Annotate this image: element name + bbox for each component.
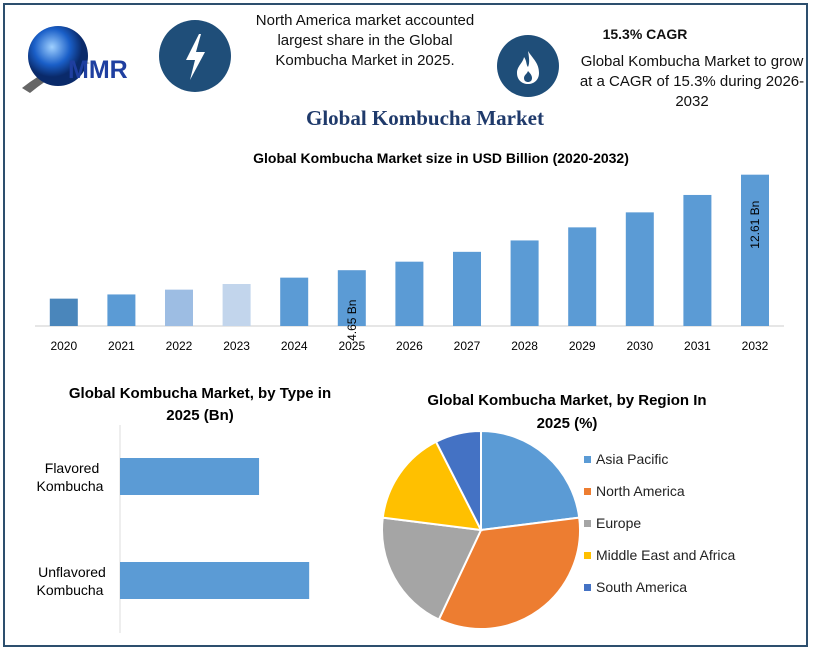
category-label: Kombucha xyxy=(37,478,104,494)
chart-title-line2: 2025 (Bn) xyxy=(166,407,234,424)
logo-text: MMR xyxy=(68,56,128,84)
legend-swatch xyxy=(584,584,591,591)
data-label-2025: 4.65 Bn xyxy=(345,300,359,341)
chart-title: Global Kombucha Market size in USD Billi… xyxy=(253,150,629,166)
bar-2027 xyxy=(453,251,481,326)
flame-icon xyxy=(497,35,559,97)
chart-title-line1: Global Kombucha Market, by Type in xyxy=(69,385,331,402)
north-america-note: North America market accounted largest s… xyxy=(255,12,475,69)
category-label: Flavored xyxy=(45,460,99,476)
legend-label: Middle East and Africa xyxy=(596,547,736,563)
bar-2030 xyxy=(625,212,654,326)
tick-label-2031: 2031 xyxy=(684,339,711,353)
lightning-bolt-icon xyxy=(159,20,231,92)
legend-swatch xyxy=(584,520,591,527)
legend-label: Asia Pacific xyxy=(596,451,668,467)
bar-2024 xyxy=(280,277,309,326)
tick-label-2022: 2022 xyxy=(166,339,193,353)
tick-label-2024: 2024 xyxy=(281,339,308,353)
pie-slice-europe xyxy=(381,516,483,621)
tick-label-2028: 2028 xyxy=(511,339,538,353)
bar-unflavored-kombucha xyxy=(120,562,310,599)
main-title: Global Kombucha Market xyxy=(305,106,544,130)
tick-label-2026: 2026 xyxy=(396,339,423,353)
chart-title-line2: 2025 (%) xyxy=(537,415,598,432)
bar-2022 xyxy=(165,289,193,326)
legend-label: South America xyxy=(596,579,687,595)
tick-label-2020: 2020 xyxy=(50,339,77,353)
tick-label-2025: 2025 xyxy=(338,339,365,353)
bar-2031 xyxy=(683,194,712,326)
tick-label-2032: 2032 xyxy=(742,339,769,353)
bar-2029 xyxy=(568,227,597,326)
region-chart: Global Kombucha Market, by Region In 2025… xyxy=(381,392,736,630)
bar-2025 xyxy=(337,270,366,326)
category-label: Kombucha xyxy=(37,582,104,598)
frame-border xyxy=(3,3,808,647)
mmr-logo: MMR xyxy=(22,26,128,93)
bar-2023 xyxy=(222,284,251,326)
category-label: Unflavored xyxy=(38,564,106,580)
pie-slice-middle-east-and-africa xyxy=(381,440,483,532)
market-size-chart: Global Kombucha Market size in USD Billi… xyxy=(35,150,784,353)
bar-2020 xyxy=(49,298,78,326)
legend-swatch xyxy=(584,552,591,559)
legend-swatch xyxy=(584,456,591,463)
cagr-note: Global Kombucha Market to grow at a CAGR… xyxy=(579,53,805,110)
tick-label-2027: 2027 xyxy=(454,339,481,353)
tick-label-2029: 2029 xyxy=(569,339,596,353)
cagr-label: 15.3% CAGR xyxy=(602,26,688,42)
bar-2026 xyxy=(395,261,424,326)
pie-slice-asia-pacific xyxy=(480,429,581,532)
legend-label: Europe xyxy=(596,515,641,531)
tick-label-2030: 2030 xyxy=(626,339,653,353)
legend-label: North America xyxy=(596,483,685,499)
legend-swatch xyxy=(584,488,591,495)
chart-title-line1: Global Kombucha Market, by Region In xyxy=(427,392,706,409)
bar-2028 xyxy=(510,240,539,326)
type-chart: Global Kombucha Market, by Type in 2025 (… xyxy=(37,385,331,633)
tick-label-2021: 2021 xyxy=(108,339,135,353)
bar-2032 xyxy=(741,174,769,326)
data-label-2032: 12.61 Bn xyxy=(748,201,762,249)
bar-2021 xyxy=(107,294,136,326)
tick-label-2023: 2023 xyxy=(223,339,250,353)
pie-slice-south-america xyxy=(434,429,482,531)
bar-flavored-kombucha xyxy=(120,458,260,495)
